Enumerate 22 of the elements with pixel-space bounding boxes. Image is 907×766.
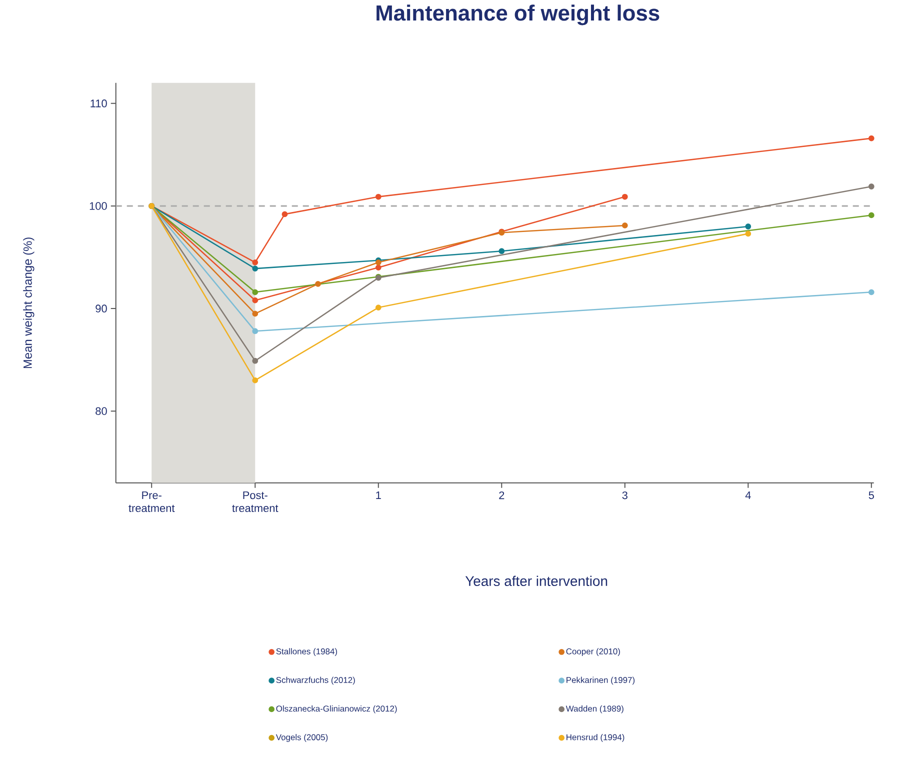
x-tick-label: 2 xyxy=(499,491,504,500)
legend-label: Wadden (1989) xyxy=(566,705,624,714)
legend-label: Olszanecka-Glinianowicz (2012) xyxy=(276,705,397,714)
legend-label: Vogels (2005) xyxy=(276,734,328,742)
legend-label: Pekkarinen (1997) xyxy=(566,676,635,685)
legend-label: Hensrud (1994) xyxy=(566,734,624,742)
y-tick-label: 80 xyxy=(96,407,107,415)
x-tick-label: 4 xyxy=(745,491,751,499)
y-tick-label: 110 xyxy=(90,100,107,108)
y-axis-title: Mean weight change (%) xyxy=(23,238,34,368)
x-tick-label: Pre-treatment xyxy=(128,491,175,512)
x-tick-label: Post-treatment xyxy=(232,491,278,512)
y-tick-label: 90 xyxy=(96,304,107,312)
y-tick-label: 100 xyxy=(90,202,107,210)
legend-label: Cooper (2010) xyxy=(566,648,620,656)
chart-title: Maintenance of weight loss xyxy=(376,4,660,26)
x-tick-label: 3 xyxy=(622,491,628,500)
legend-label: Schwarzfuchs (2012) xyxy=(276,676,355,685)
x-tick-label: 5 xyxy=(868,491,874,500)
legend-label: Stallones (1984) xyxy=(276,648,337,656)
x-tick-label: 1 xyxy=(376,491,381,499)
x-axis-title: Years after intervention xyxy=(465,576,608,586)
